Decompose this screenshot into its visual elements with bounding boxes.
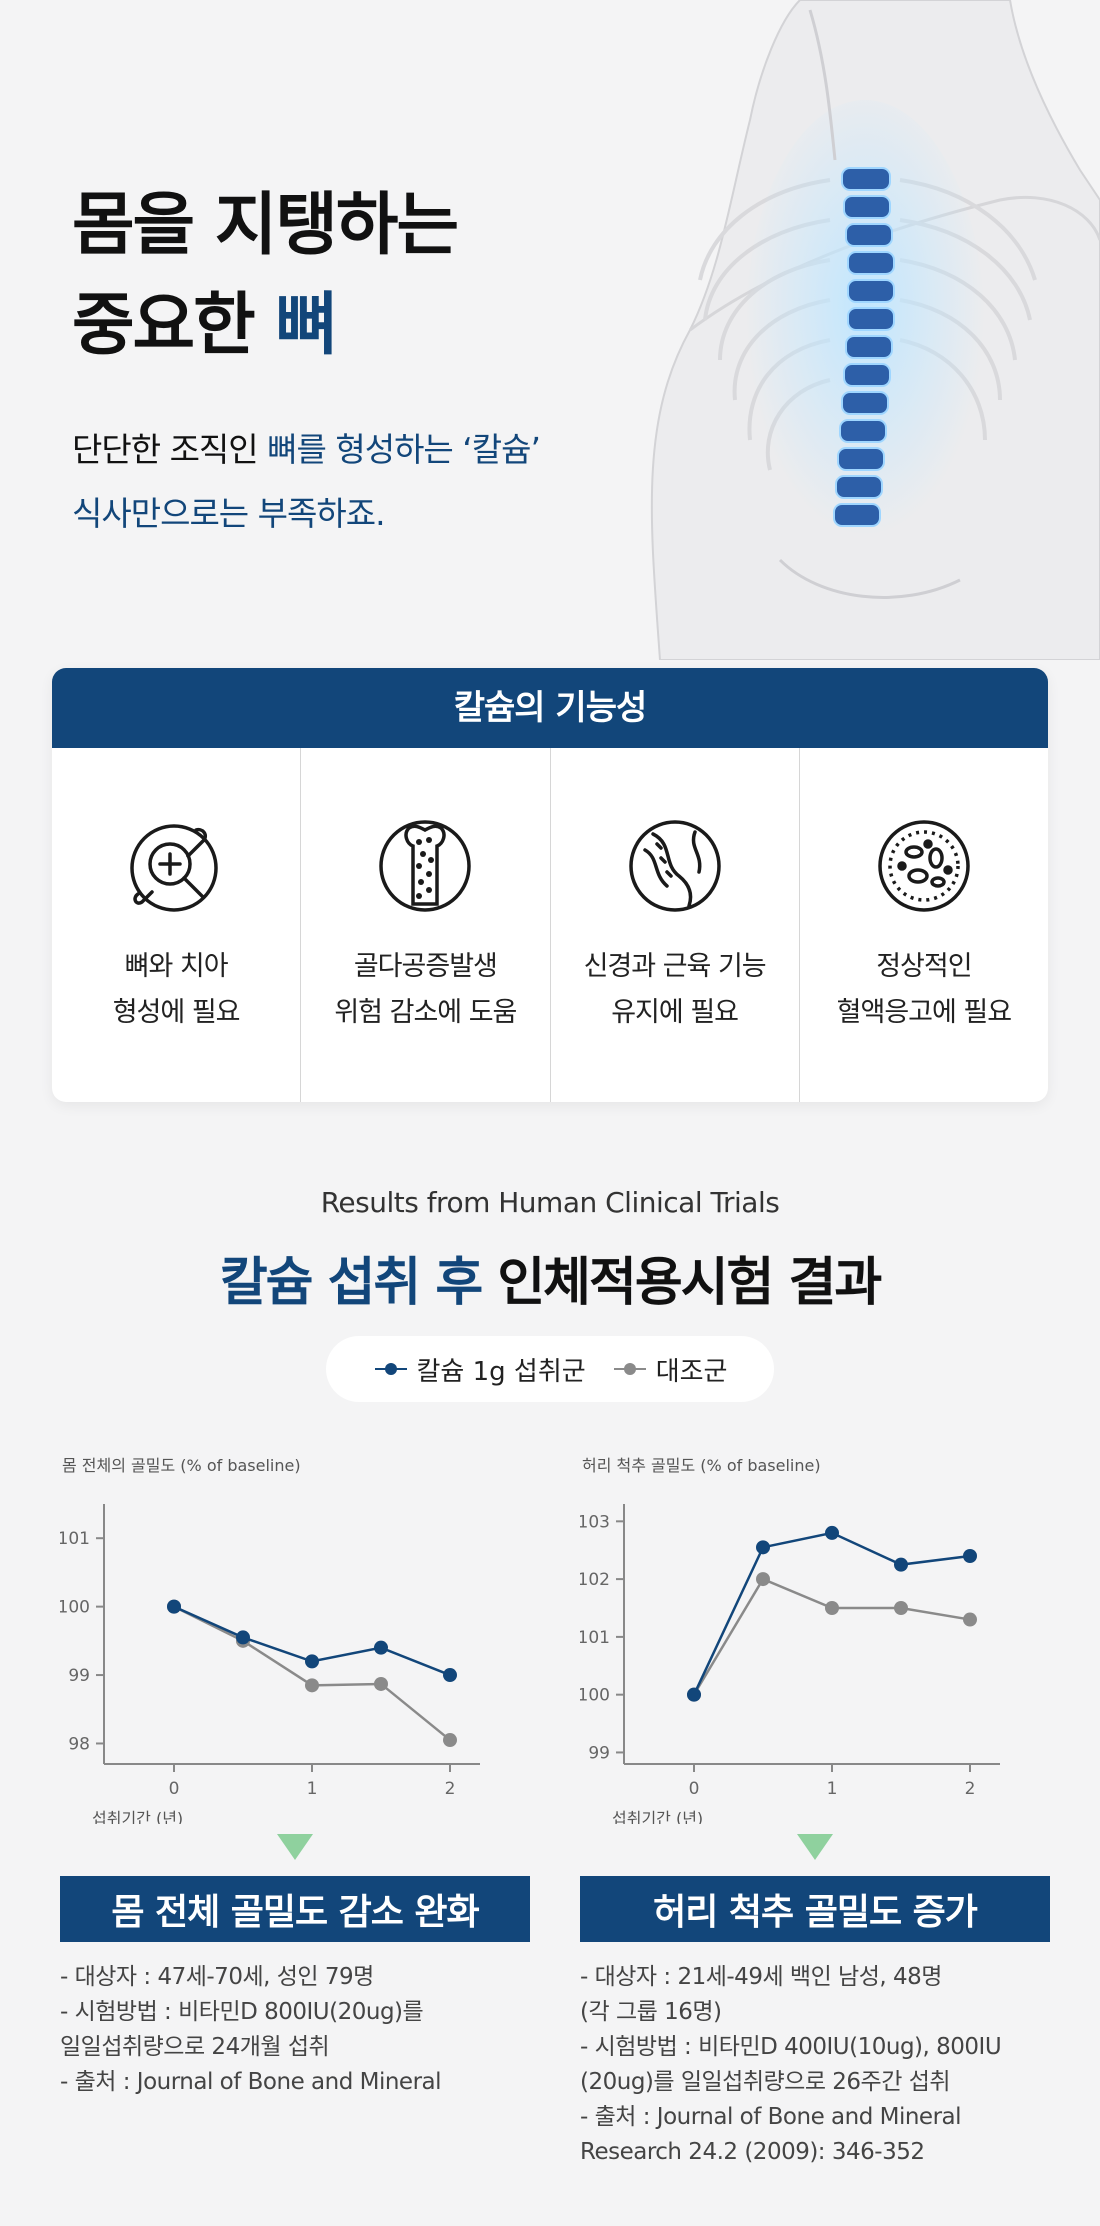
chart-ylabel: 몸 전체의 골밀도 (% of baseline)	[62, 1456, 301, 1475]
data-point	[756, 1540, 770, 1555]
down-arrow-icon	[797, 1834, 833, 1860]
hero-section: 몸을 지탱하는 중요한 뼈 단단한 조직인 뼈를 형성하는 ‘칼슘’ 식사만으로…	[0, 0, 1100, 660]
y-tick-label: 101	[580, 1628, 610, 1648]
legend-item-control: 대조군	[612, 1351, 728, 1388]
data-point	[963, 1612, 977, 1627]
x-axis-label: 섭취기간 (년)	[92, 1809, 183, 1824]
note-method: - 시험방법 : 비타민D 400IU(10ug), 800IU (20ug)를…	[580, 2034, 1002, 2095]
result-banner: 허리 척추 골밀도 증가	[580, 1876, 1050, 1942]
blood-cell-icon	[878, 820, 970, 912]
note-method: - 시험방법 : 비타민D 800IU(20ug)를 일일섭취량으로 24개월 …	[60, 1999, 424, 2060]
chart-ylabel: 허리 척추 골밀도 (% of baseline)	[582, 1456, 821, 1475]
y-tick-label: 99	[68, 1666, 90, 1686]
nerve-muscle-icon	[628, 820, 721, 912]
functions-title: 칼슘의 기능성	[52, 668, 1048, 748]
data-point	[236, 1630, 250, 1645]
hero-title: 몸을 지탱하는 중요한 뼈	[72, 176, 459, 376]
data-point	[894, 1601, 908, 1615]
data-point	[687, 1687, 701, 1702]
data-point	[443, 1668, 457, 1683]
series-line	[173, 1605, 451, 1742]
function-item-osteoporosis: 골다공증발생 위험 감소에 도움	[301, 748, 551, 1102]
note-source: - 출처 : Journal of Bone and Mineral	[60, 2069, 442, 2095]
data-point	[963, 1549, 977, 1563]
y-tick-label: 100	[60, 1598, 90, 1618]
hero-title-accent: 뼈	[275, 286, 338, 365]
results-subtitle-en: Results from Human Clinical Trials	[320, 1186, 780, 1219]
results-title: 칼슘 섭취 후 인체적용시험 결과	[0, 1240, 1100, 1315]
bone-magnifier-icon	[130, 824, 218, 912]
y-tick-label: 103	[580, 1512, 610, 1532]
data-point	[825, 1601, 839, 1615]
x-tick-label: 1	[307, 1779, 318, 1799]
results-title-accent: 칼슘 섭취 후	[219, 1253, 483, 1313]
legend-label-control: 대조군	[655, 1356, 728, 1387]
chart-block-lumbar-spine: 허리 척추 골밀도 (% of baseline) 99 100 101 102 103…	[580, 1452, 1050, 2170]
note-subjects: - 대상자 : 47세-70세, 성인 79명	[60, 1964, 374, 1990]
hero-sub-line1: 단단한 조직인	[72, 430, 268, 469]
hero-sub-line2: 식사만으로는 부족하죠.	[72, 494, 386, 533]
x-axis-label: 섭취기간 (년)	[612, 1809, 703, 1824]
y-tick-label: 100	[580, 1686, 610, 1706]
chart-block-whole-body: 몸 전체의 골밀도 (% of baseline) 98 99 100 101 0 1 2 섭…	[60, 1452, 530, 2100]
spine-illustration	[650, 0, 1100, 660]
function-text: 뼈와 치아 형성에 필요	[112, 951, 241, 1028]
results-title-rest: 인체적용시험 결과	[481, 1253, 882, 1313]
x-tick-label: 0	[689, 1779, 700, 1799]
x-tick-label: 2	[445, 1779, 456, 1799]
data-point	[443, 1733, 457, 1748]
y-tick-label: 99	[588, 1743, 610, 1763]
note-source: - 출처 : Journal of Bone and Mineral Resea…	[580, 2104, 962, 2165]
hero-title-line1: 몸을 지탱하는	[72, 186, 459, 265]
x-tick-label: 2	[965, 1779, 976, 1799]
data-point	[374, 1676, 388, 1691]
result-banner: 몸 전체 골밀도 감소 완화	[60, 1876, 530, 1942]
lumbar-spine-bmd-chart: 99 100 101 102 103 0 1 2 섭취기간 (년)	[580, 1504, 1000, 1824]
chart-legend: 칼슘 1g 섭취군 대조군	[326, 1336, 774, 1402]
hero-sub-accent: 뼈를 형성하는 ‘칼슘’	[267, 430, 541, 469]
y-tick-label: 101	[60, 1529, 90, 1549]
hero-subtitle: 단단한 조직인 뼈를 형성하는 ‘칼슘’ 식사만으로는 부족하죠.	[72, 418, 541, 546]
legend-item-treatment: 칼슘 1g 섭취군	[373, 1351, 586, 1388]
data-point	[167, 1599, 181, 1614]
study-notes: - 대상자 : 47세-70세, 성인 79명 - 시험방법 : 비타민D 80…	[60, 1960, 530, 2100]
data-point	[305, 1678, 319, 1693]
function-text: 신경과 근육 기능 유지에 필요	[583, 951, 767, 1028]
hero-title-line2: 중요한	[72, 286, 276, 365]
bone-density-icon	[379, 820, 472, 912]
function-item-bone-teeth: 뼈와 치아 형성에 필요	[52, 748, 302, 1102]
function-item-nerve-muscle: 신경과 근육 기능 유지에 필요	[551, 748, 800, 1102]
legend-marker-control	[613, 1363, 646, 1375]
legend-label-treatment: 칼슘 1g 섭취군	[416, 1356, 586, 1387]
y-tick-label: 102	[580, 1570, 610, 1590]
calcium-functions-card: 칼슘의 기능성 뼈와 치아 형성에 필요	[52, 668, 1048, 1102]
data-point	[825, 1525, 839, 1540]
x-tick-label: 1	[827, 1779, 838, 1799]
data-point	[305, 1654, 319, 1669]
function-text: 골다공증발생 위험 감소에 도움	[334, 951, 517, 1028]
series-line	[692, 1577, 971, 1696]
study-notes: - 대상자 : 21세-49세 백인 남성, 48명 (각 그룹 16명) - …	[580, 1960, 1050, 2170]
data-point	[374, 1640, 388, 1655]
function-text: 정상적인 혈액응고에 필요	[836, 951, 1012, 1028]
functions-grid: 뼈와 치아 형성에 필요 골다공증발생 위험 감소에 도움	[52, 748, 1048, 1102]
data-point	[894, 1557, 908, 1572]
function-item-blood-clotting: 정상적인 혈액응고에 필요	[800, 748, 1048, 1102]
down-arrow-icon	[277, 1834, 313, 1860]
x-tick-label: 0	[169, 1779, 180, 1799]
note-subjects: - 대상자 : 21세-49세 백인 남성, 48명 (각 그룹 16명)	[580, 1964, 942, 2025]
y-tick-label: 98	[68, 1734, 90, 1754]
legend-marker-treatment	[374, 1363, 407, 1375]
data-point	[756, 1572, 770, 1587]
